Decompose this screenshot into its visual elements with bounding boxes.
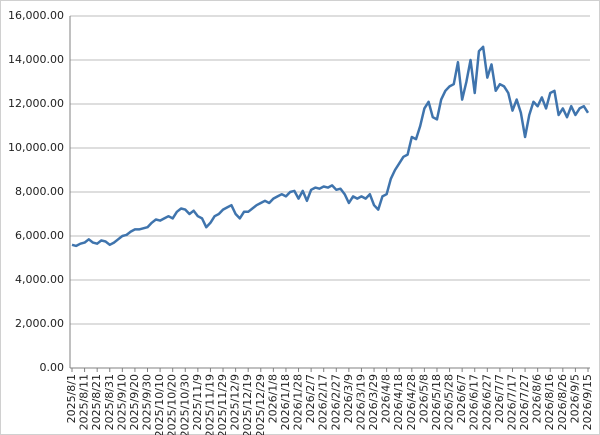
y-tick-label: 12,000.00 [8, 97, 64, 110]
y-tick-label: 14,000.00 [8, 53, 64, 66]
x-tick-label: 2025/10/20 [166, 374, 179, 435]
x-tick-label: 2025/9/10 [115, 374, 128, 430]
y-tick-label: 16,000.00 [8, 9, 64, 22]
x-tick-label: 2026/3/19 [354, 374, 367, 430]
x-tick-label: 2025/10/30 [178, 374, 191, 435]
x-tick-label: 2025/8/11 [78, 374, 91, 430]
x-tick-label: 2026/4/18 [392, 374, 405, 430]
x-tick-label: 2026/4/8 [380, 374, 393, 423]
x-tick-label: 2026/4/28 [405, 374, 418, 430]
x-tick-label: 2026/7/17 [505, 374, 518, 430]
x-tick-label: 2026/3/29 [367, 374, 380, 430]
x-tick-label: 2025/8/1 [65, 374, 78, 423]
x-tick-label: 2026/8/6 [531, 374, 544, 423]
x-tick-label: 2026/2/27 [329, 374, 342, 430]
x-tick-label: 2026/5/8 [417, 374, 430, 423]
x-tick-label: 2025/12/29 [254, 374, 267, 435]
x-tick-label: 2026/9/15 [581, 374, 594, 430]
y-tick-label: 0.00 [40, 361, 65, 374]
y-tick-label: 4,000.00 [15, 273, 64, 286]
x-tick-label: 2025/12/19 [241, 374, 254, 435]
y-tick-label: 8,000.00 [15, 185, 64, 198]
x-tick-label: 2026/2/17 [317, 374, 330, 430]
y-tick-label: 2,000.00 [15, 317, 64, 330]
x-tick-label: 2026/5/18 [430, 374, 443, 430]
x-tick-label: 2026/1/8 [266, 374, 279, 423]
x-tick-label: 2026/8/26 [556, 374, 569, 430]
x-tick-label: 2026/7/27 [518, 374, 531, 430]
x-tick-label: 2025/8/31 [103, 374, 116, 430]
x-tick-label: 2026/7/7 [493, 374, 506, 423]
y-tick-label: 6,000.00 [15, 229, 64, 242]
x-tick-label: 2025/11/19 [203, 374, 216, 435]
x-tick-label: 2026/2/7 [304, 374, 317, 423]
x-tick-label: 2025/8/21 [90, 374, 103, 430]
x-tick-label: 2025/9/30 [141, 374, 154, 430]
data-line [71, 45, 590, 248]
y-tick-label: 10,000.00 [8, 141, 64, 154]
x-tick-label: 2025/11/9 [191, 374, 204, 430]
x-tick-label: 2026/6/7 [455, 374, 468, 423]
x-tick-label: 2026/8/16 [543, 374, 556, 430]
x-tick-label: 2025/10/10 [153, 374, 166, 435]
x-tick-label: 2026/6/17 [468, 374, 481, 430]
x-tick-label: 2025/9/20 [128, 374, 141, 430]
x-tick-label: 2026/5/28 [443, 374, 456, 430]
x-tick-label: 2026/1/18 [279, 374, 292, 430]
x-tick-label: 2025/12/9 [229, 374, 242, 430]
x-tick-label: 2025/11/29 [216, 374, 229, 435]
x-tick-label: 2026/3/9 [342, 374, 355, 423]
x-tick-label: 2026/6/27 [480, 374, 493, 430]
x-tick-label: 2026/9/5 [568, 374, 581, 423]
x-tick-label: 2026/1/28 [292, 374, 305, 430]
